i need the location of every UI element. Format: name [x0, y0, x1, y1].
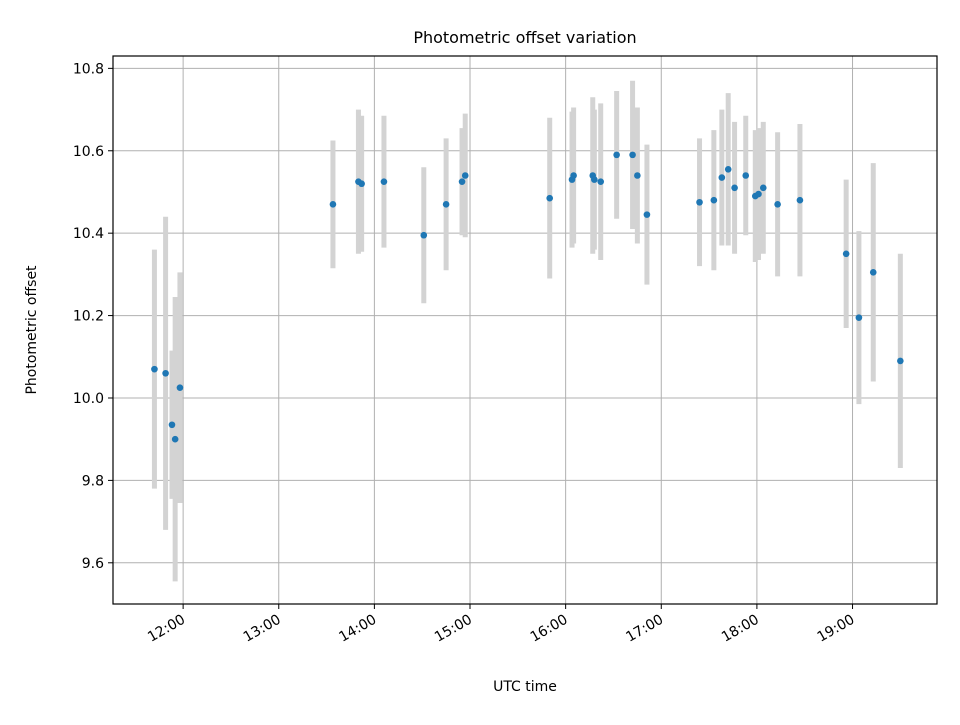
data-point: [643, 211, 651, 218]
data-point: [869, 269, 877, 276]
data-point: [570, 172, 577, 179]
y-tick-label: 9.6: [82, 556, 104, 572]
y-tick-label: 10.6: [73, 144, 104, 160]
chart-title: Photometric offset variation: [413, 28, 636, 47]
data-point: [162, 369, 169, 377]
x-axis-label: UTC time: [493, 679, 557, 695]
data-point: [151, 365, 158, 373]
data-point: [420, 231, 428, 239]
data-point: [461, 172, 469, 179]
y-tick-label: 10.2: [73, 309, 104, 325]
data-point: [458, 178, 466, 185]
data-point: [546, 194, 554, 202]
data-point: [710, 196, 718, 204]
data-point: [731, 184, 738, 192]
data-point: [358, 180, 365, 188]
data-point: [796, 196, 804, 204]
data-point: [842, 250, 850, 258]
y-axis-label: Photometric offset: [24, 265, 40, 395]
data-point: [329, 201, 337, 208]
data-point: [176, 384, 184, 391]
point-layer: [151, 151, 904, 443]
data-point: [718, 174, 726, 181]
data-point: [380, 178, 388, 185]
data-point: [613, 151, 620, 159]
data-point: [855, 314, 863, 321]
data-point: [755, 190, 762, 198]
data-point: [774, 201, 781, 208]
data-point: [724, 166, 732, 173]
grid-layer: [113, 56, 937, 604]
data-point: [171, 435, 179, 443]
data-point: [742, 172, 750, 179]
data-point: [442, 201, 450, 208]
y-tick-label: 9.8: [82, 473, 104, 489]
data-point: [696, 198, 703, 206]
data-point: [759, 184, 767, 192]
data-point: [634, 172, 641, 179]
y-tick-label: 10.8: [73, 61, 104, 77]
data-point: [597, 178, 605, 185]
y-tick-label: 10.4: [73, 226, 104, 242]
y-tick-label: 10.0: [73, 391, 104, 407]
data-point: [591, 176, 598, 183]
data-point: [897, 357, 904, 365]
plot-frame: [112, 55, 938, 605]
data-point: [168, 421, 176, 429]
plot-area: [113, 56, 937, 604]
data-point: [629, 151, 636, 159]
